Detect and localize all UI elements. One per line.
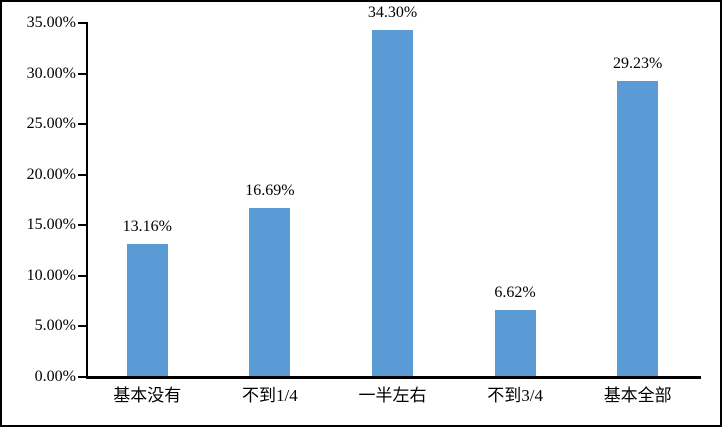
y-axis-tick-mark <box>78 22 86 24</box>
y-axis-tick-mark <box>78 72 86 75</box>
bar-data-label: 34.30% <box>367 4 418 22</box>
y-axis-tick-mark <box>78 224 86 227</box>
y-axis-tick-label: 5.00% <box>34 317 76 335</box>
y-axis-tick-mark <box>78 376 86 378</box>
bar-data-label: 6.62% <box>494 284 536 302</box>
y-axis-tick-label: 30.00% <box>26 64 76 82</box>
y-axis-tick-label: 25.00% <box>26 115 76 133</box>
category-label: 基本没有 <box>113 386 182 405</box>
category-label: 基本全部 <box>603 386 672 405</box>
y-axis-tick-label: 10.00% <box>26 266 76 284</box>
bar-5 <box>617 81 659 376</box>
category-label: 不到1/4 <box>242 386 298 405</box>
bar-data-label: 29.23% <box>613 55 663 73</box>
bar-3 <box>372 30 413 376</box>
category-label: 不到3/4 <box>487 386 543 405</box>
y-axis-tick-label: 15.00% <box>26 216 76 234</box>
y-axis-tick-label: 35.00% <box>26 14 76 31</box>
y-axis-tick-label: 20.00% <box>26 165 76 183</box>
bar-data-label: 16.69% <box>245 182 295 200</box>
bar-4 <box>494 310 536 376</box>
y-axis-line <box>86 22 88 379</box>
y-axis-tick-mark <box>78 173 86 176</box>
bar-2 <box>249 208 291 376</box>
y-axis-tick-label: 0.00% <box>34 368 76 385</box>
bar-1 <box>126 243 168 376</box>
y-axis-tick-mark <box>78 274 86 277</box>
y-axis-tick-mark <box>78 123 86 126</box>
x-axis-line <box>86 376 701 379</box>
bar-data-label: 13.16% <box>122 217 172 235</box>
y-axis-tick-mark <box>78 325 86 328</box>
category-label: 一半左右 <box>358 386 427 405</box>
